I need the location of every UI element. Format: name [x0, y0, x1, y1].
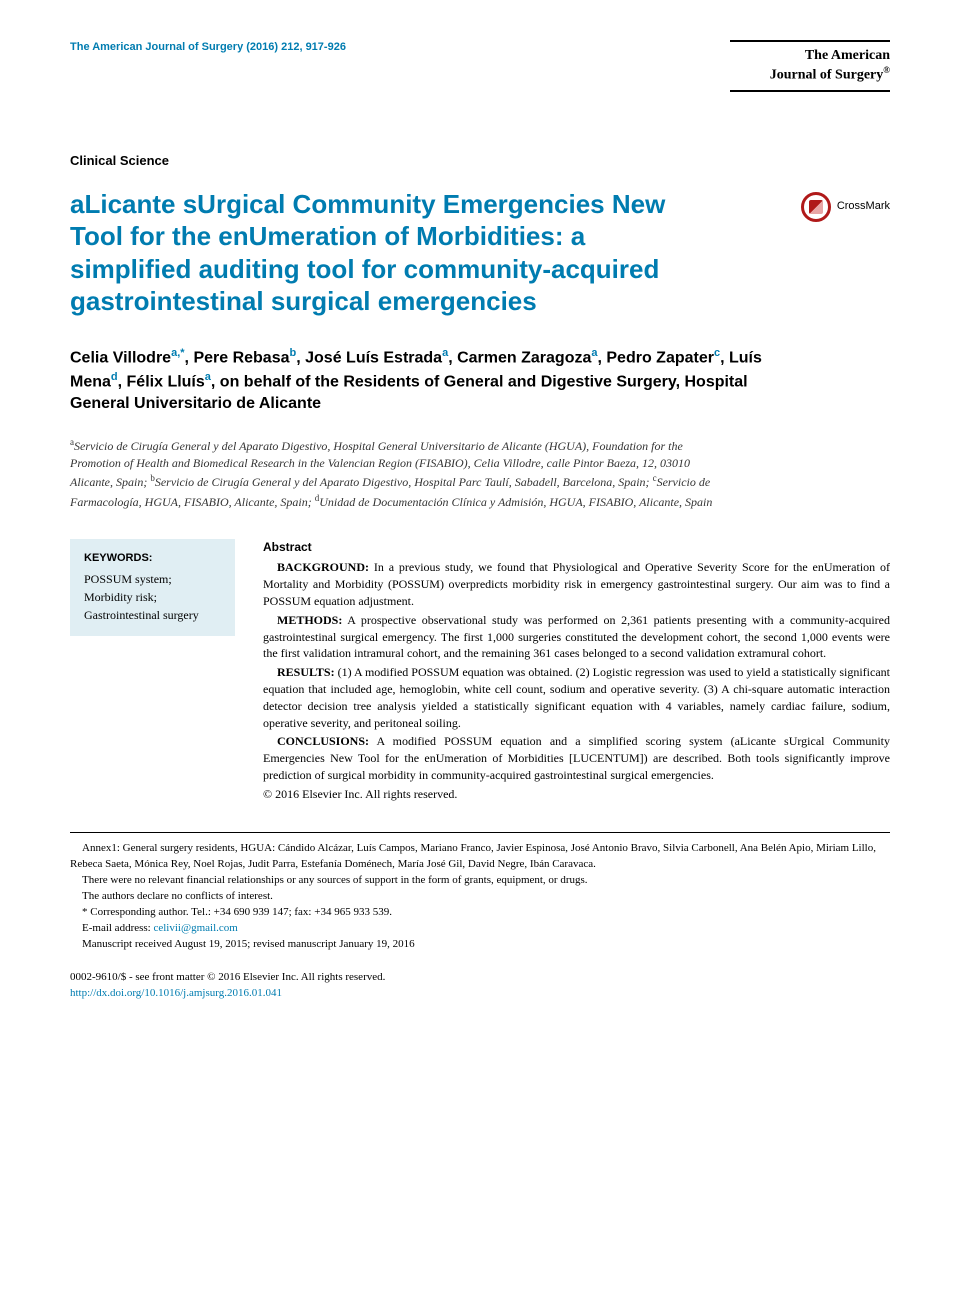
results-text: (1) A modified POSSUM equation was obtai…: [263, 665, 890, 729]
article-title: aLicante sUrgical Community Emergencies …: [70, 188, 710, 318]
methods-text: A prospective observational study was pe…: [263, 613, 890, 661]
author-5: Pedro Zapater: [606, 349, 714, 366]
author-email[interactable]: celivii@gmail.com: [153, 922, 237, 934]
crossmark-icon: [801, 192, 831, 222]
journal-logo: The American Journal of Surgery®: [730, 40, 890, 92]
author-6-sup: d: [111, 371, 118, 383]
abstract-label: Abstract: [263, 539, 890, 555]
journal-reference: The American Journal of Surgery (2016) 2…: [70, 40, 346, 55]
corresponding-author: * Corresponding author. Tel.: +34 690 93…: [70, 905, 890, 921]
author-5-sup: c: [714, 347, 720, 359]
email-label: E-mail address:: [82, 922, 151, 934]
author-7: Félix Lluís: [127, 373, 205, 390]
abstract-column: Abstract BACKGROUND: In a previous study…: [263, 539, 890, 802]
abstract-methods: METHODS: A prospective observational stu…: [263, 612, 890, 662]
author-3-sup: a: [442, 347, 448, 359]
author-4: Carmen Zaragoza: [457, 349, 591, 366]
bottom-matter: 0002-9610/$ - see front matter © 2016 El…: [70, 970, 890, 1001]
funding-note: There were no relevant financial relatio…: [70, 873, 890, 889]
affiliation-d: Unidad de Documentación Clínica y Admisi…: [319, 495, 712, 509]
authors-list: Celia Villodrea,*, Pere Rebasab, José Lu…: [70, 346, 790, 416]
conclusions-label: CONCLUSIONS:: [277, 734, 369, 748]
conflicts-note: The authors declare no conflicts of inte…: [70, 889, 890, 905]
manuscript-dates: Manuscript received August 19, 2015; rev…: [70, 937, 890, 953]
annex-note: Annex1: General surgery residents, HGUA:…: [70, 841, 890, 873]
abstract-results: RESULTS: (1) A modified POSSUM equation …: [263, 664, 890, 731]
header-row: The American Journal of Surgery (2016) 2…: [70, 40, 890, 92]
keywords-list: POSSUM system; Morbidity risk; Gastroint…: [84, 570, 221, 624]
abstract-conclusions: CONCLUSIONS: A modified POSSUM equation …: [263, 733, 890, 783]
logo-line-2: Journal of Surgery: [770, 67, 884, 82]
author-3: José Luís Estrada: [305, 349, 442, 366]
abstract-background: BACKGROUND: In a previous study, we foun…: [263, 559, 890, 609]
abstract-copyright: © 2016 Elsevier Inc. All rights reserved…: [263, 786, 890, 802]
title-row: aLicante sUrgical Community Emergencies …: [70, 188, 890, 318]
affiliation-b: Servicio de Cirugía General y del Aparat…: [155, 475, 650, 489]
author-2: Pere Rebasa: [193, 349, 289, 366]
footer-notes: Annex1: General surgery residents, HGUA:…: [70, 832, 890, 953]
doi-link[interactable]: http://dx.doi.org/10.1016/j.amjsurg.2016…: [70, 986, 890, 1001]
author-1: Celia Villodre: [70, 349, 171, 366]
results-label: RESULTS:: [277, 665, 335, 679]
section-label: Clinical Science: [70, 152, 890, 170]
background-label: BACKGROUND:: [277, 560, 369, 574]
author-4-sup: a: [591, 347, 597, 359]
keywords-box: KEYWORDS: POSSUM system; Morbidity risk;…: [70, 539, 235, 636]
methods-label: METHODS:: [277, 613, 342, 627]
registered-mark: ®: [883, 65, 890, 75]
crossmark-badge[interactable]: CrossMark: [801, 192, 890, 222]
author-2-sup: b: [290, 347, 297, 359]
affiliations: aServicio de Cirugía General y del Apara…: [70, 436, 730, 512]
author-1-sup: a,*: [171, 347, 184, 359]
issn-line: 0002-9610/$ - see front matter © 2016 El…: [70, 970, 890, 985]
keywords-label: KEYWORDS:: [84, 551, 221, 566]
crossmark-label: CrossMark: [837, 199, 890, 214]
keywords-abstract-row: KEYWORDS: POSSUM system; Morbidity risk;…: [70, 539, 890, 802]
logo-line-1: The American: [805, 48, 890, 63]
email-line: E-mail address: celivii@gmail.com: [70, 921, 890, 937]
